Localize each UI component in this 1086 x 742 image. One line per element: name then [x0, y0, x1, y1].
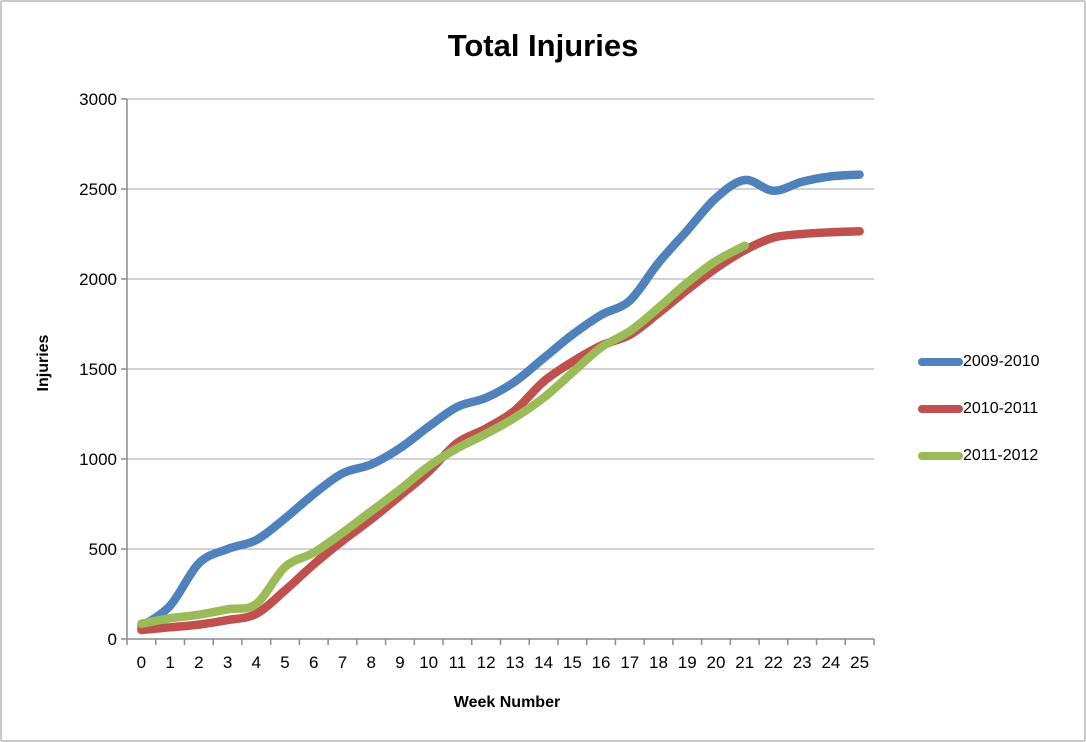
x-tick-label: 6 [309, 653, 318, 672]
chart-title: Total Injuries [447, 28, 639, 63]
x-tick-label: 0 [137, 653, 146, 672]
x-tick-label: 8 [366, 653, 375, 672]
legend-swatch-2009-2010 [918, 358, 963, 366]
legend-label: 2009-2010 [963, 353, 1040, 370]
y-tick-label: 2000 [79, 270, 117, 289]
x-tick-label: 17 [620, 653, 639, 672]
x-tick-label: 5 [280, 653, 289, 672]
x-tick-label: 15 [563, 653, 582, 672]
y-tick-label: 0 [108, 630, 117, 649]
x-tick-label: 4 [252, 653, 261, 672]
legend-item: 2011-2012 [918, 446, 1040, 466]
x-tick-label: 10 [419, 653, 438, 672]
x-tick-label: 1 [165, 653, 174, 672]
x-tick-label: 9 [395, 653, 404, 672]
x-tick-label: 16 [592, 653, 611, 672]
series-line-2011-2012 [137, 241, 749, 628]
x-tick-label: 11 [449, 653, 467, 672]
legend-item: 2010-2011 [918, 399, 1040, 419]
x-tick-label: 3 [223, 653, 232, 672]
x-tick-label: 13 [505, 653, 524, 672]
x-tick-label: 25 [850, 653, 869, 672]
x-tick-label: 20 [707, 653, 726, 672]
x-tick-label: 14 [534, 653, 553, 672]
y-tick-label: 3000 [79, 90, 117, 109]
x-axis-title: Week Number [453, 694, 561, 711]
x-tick-label: 2 [194, 653, 203, 672]
legend: 2009-2010 2010-2011 2011-2012 [918, 352, 1040, 493]
y-tick-label: 2500 [79, 180, 117, 199]
legend-swatch-2011-2012 [918, 452, 963, 460]
x-tick-label: 19 [678, 653, 697, 672]
y-tick-label: 500 [89, 540, 117, 559]
x-tick-label: 23 [793, 653, 812, 672]
y-tick-label: 1000 [79, 450, 117, 469]
legend-item: 2009-2010 [918, 352, 1040, 372]
legend-label: 2011-2012 [963, 447, 1039, 464]
legend-swatch-2010-2011 [918, 405, 963, 413]
x-tick-label: 21 [735, 653, 754, 672]
legend-label: 2010-2011 [963, 400, 1039, 417]
y-axis-title: Injuries [35, 334, 52, 392]
y-tick-label: 1500 [79, 360, 117, 379]
x-tick-label: 18 [649, 653, 668, 672]
x-tick-label: 24 [821, 653, 840, 672]
x-tick-label: 22 [764, 653, 783, 672]
series-line-2009-2010 [137, 170, 864, 631]
x-tick-label: 12 [477, 653, 496, 672]
x-tick-label: 7 [338, 653, 347, 672]
